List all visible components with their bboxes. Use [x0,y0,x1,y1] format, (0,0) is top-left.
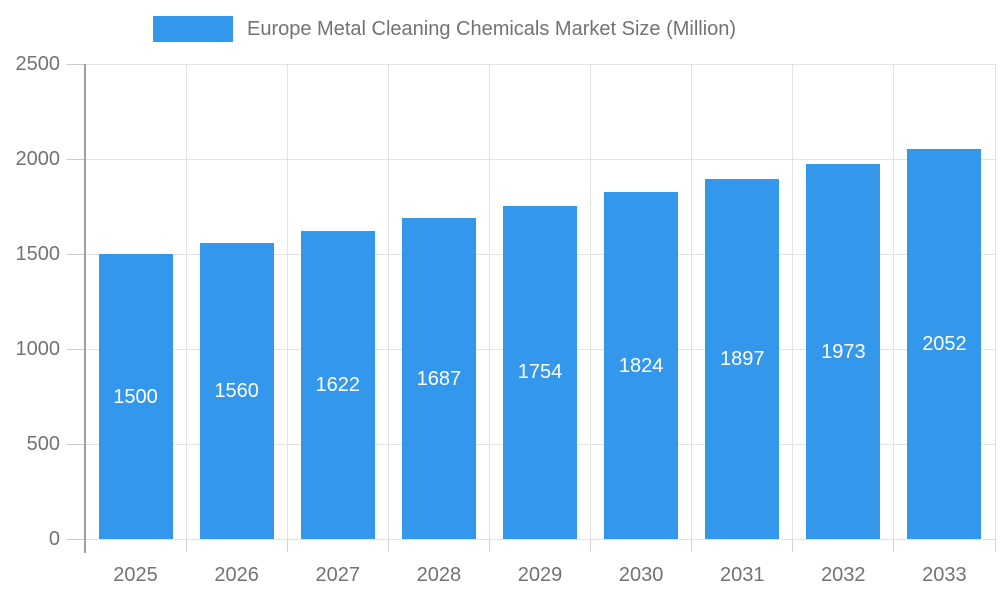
x-tick-label: 2027 [315,564,361,586]
x-gridline [185,64,187,539]
x-tick-mark [792,539,794,552]
x-tick-label: 2026 [214,564,259,586]
bar: 1824 [604,192,679,539]
x-gridline [792,64,794,539]
y-tick-label: 1000 [15,338,61,360]
x-gridline [893,64,895,539]
bar-value-label: 1622 [315,373,361,396]
bar: 1622 [300,230,375,539]
x-tick-mark [590,539,592,552]
x-gridline [387,64,389,539]
y-tick-label: 2500 [15,53,61,75]
x-tick-mark [286,539,288,552]
bar-value-label: 1500 [113,385,158,408]
bar: 1754 [503,205,577,539]
x-tick-label: 2028 [416,564,462,586]
x-tick-label: 2030 [618,564,664,586]
x-tick-label: 2033 [922,564,967,586]
bar: 1560 [199,242,274,539]
legend-label: Europe Metal Cleaning Chemicals Market S… [247,17,737,40]
x-gridline [488,64,490,539]
bar: 1687 [401,218,476,539]
legend-swatch [153,16,233,42]
bar-value-label: 1687 [416,367,462,390]
y-tick-mark [67,443,85,445]
x-gridline [590,64,592,539]
bar-value-label: 1824 [618,354,664,377]
bar: 1897 [705,178,780,539]
bar-value-label: 1754 [517,361,563,384]
bar: 1500 [98,254,173,539]
x-gridline [286,64,288,539]
x-tick-mark [691,539,693,552]
bar-value-label: 1973 [821,340,866,363]
y-tick-label: 2000 [15,148,61,170]
y-axis-line [84,64,86,553]
bar: 1973 [806,164,881,539]
x-tick-mark [994,539,996,552]
x-tick-label: 2029 [517,564,563,586]
y-tick-mark [67,253,85,255]
bar-value-label: 1897 [719,347,765,370]
y-tick-mark [67,63,85,65]
x-tick-mark [893,539,895,552]
bar-value-label: 1560 [214,379,259,402]
x-tick-label: 2031 [719,564,765,586]
y-gridline [85,538,995,540]
y-gridline [85,158,995,160]
x-gridline [994,64,996,539]
chart-legend: Europe Metal Cleaning Chemicals Market S… [153,16,736,42]
x-tick-label: 2032 [821,564,866,586]
x-tick-mark [488,539,490,552]
x-tick-mark [387,539,389,552]
x-tick-label: 2025 [113,564,158,586]
y-tick-label: 0 [48,528,60,550]
x-tick-mark [185,539,187,552]
y-tick-mark [67,538,85,540]
y-gridline [85,63,995,65]
bar: 2052 [907,149,982,539]
y-tick-label: 1500 [15,243,61,265]
y-tick-mark [67,348,85,350]
y-tick-mark [67,158,85,160]
x-gridline [691,64,693,539]
y-tick-label: 500 [26,433,60,455]
bar-value-label: 2052 [922,333,967,356]
